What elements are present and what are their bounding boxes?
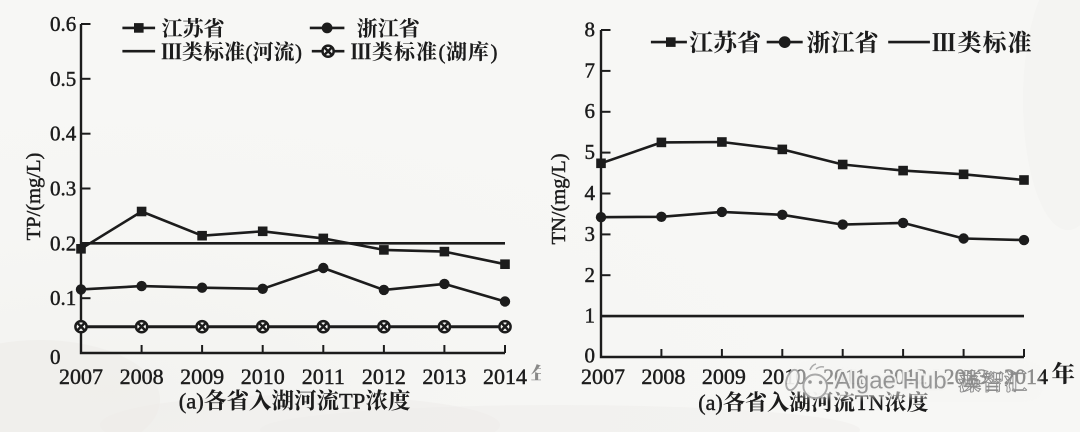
svg-text:2012: 2012	[362, 364, 406, 389]
svg-text:0.4: 0.4	[50, 122, 77, 146]
svg-text:1: 1	[585, 304, 596, 328]
svg-text:2009: 2009	[180, 364, 224, 389]
svg-text:2008: 2008	[120, 364, 164, 389]
svg-text:8: 8	[585, 18, 596, 42]
svg-text:2: 2	[585, 263, 596, 287]
svg-text:0.2: 0.2	[50, 231, 76, 255]
svg-text:0.3: 0.3	[50, 177, 76, 201]
svg-text:2011: 2011	[302, 364, 345, 389]
svg-text:(a): (a)	[179, 389, 204, 414]
svg-text:2010: 2010	[241, 364, 285, 389]
svg-text:2013: 2013	[422, 364, 466, 389]
svg-text:2007: 2007	[581, 364, 625, 389]
svg-text:TN/(mg/L): TN/(mg/L)	[548, 153, 570, 244]
svg-text:2009: 2009	[702, 364, 746, 389]
svg-text:(a): (a)	[698, 390, 722, 415]
svg-text:3: 3	[585, 222, 596, 246]
svg-text:TP: TP	[339, 389, 365, 414]
svg-text:6: 6	[585, 99, 596, 123]
svg-text:): )	[491, 40, 498, 64]
svg-text:0.6: 0.6	[50, 12, 76, 36]
svg-text:(: (	[439, 40, 446, 64]
svg-text:0: 0	[585, 344, 596, 368]
svg-text:Algae Hub: Algae Hub	[835, 368, 947, 395]
svg-text:): )	[295, 40, 302, 64]
svg-text:0.5: 0.5	[50, 67, 76, 91]
svg-text:0: 0	[50, 345, 61, 369]
svg-text:5: 5	[585, 140, 596, 164]
svg-text:0.1: 0.1	[50, 286, 76, 310]
svg-text:2007: 2007	[59, 364, 103, 389]
svg-text:(: (	[246, 40, 253, 64]
svg-text:TP/(mg/L): TP/(mg/L)	[23, 153, 45, 241]
svg-text:7: 7	[585, 58, 596, 82]
svg-text:2008: 2008	[641, 364, 685, 389]
svg-text:4: 4	[585, 181, 596, 205]
svg-text:2014: 2014	[483, 364, 527, 389]
